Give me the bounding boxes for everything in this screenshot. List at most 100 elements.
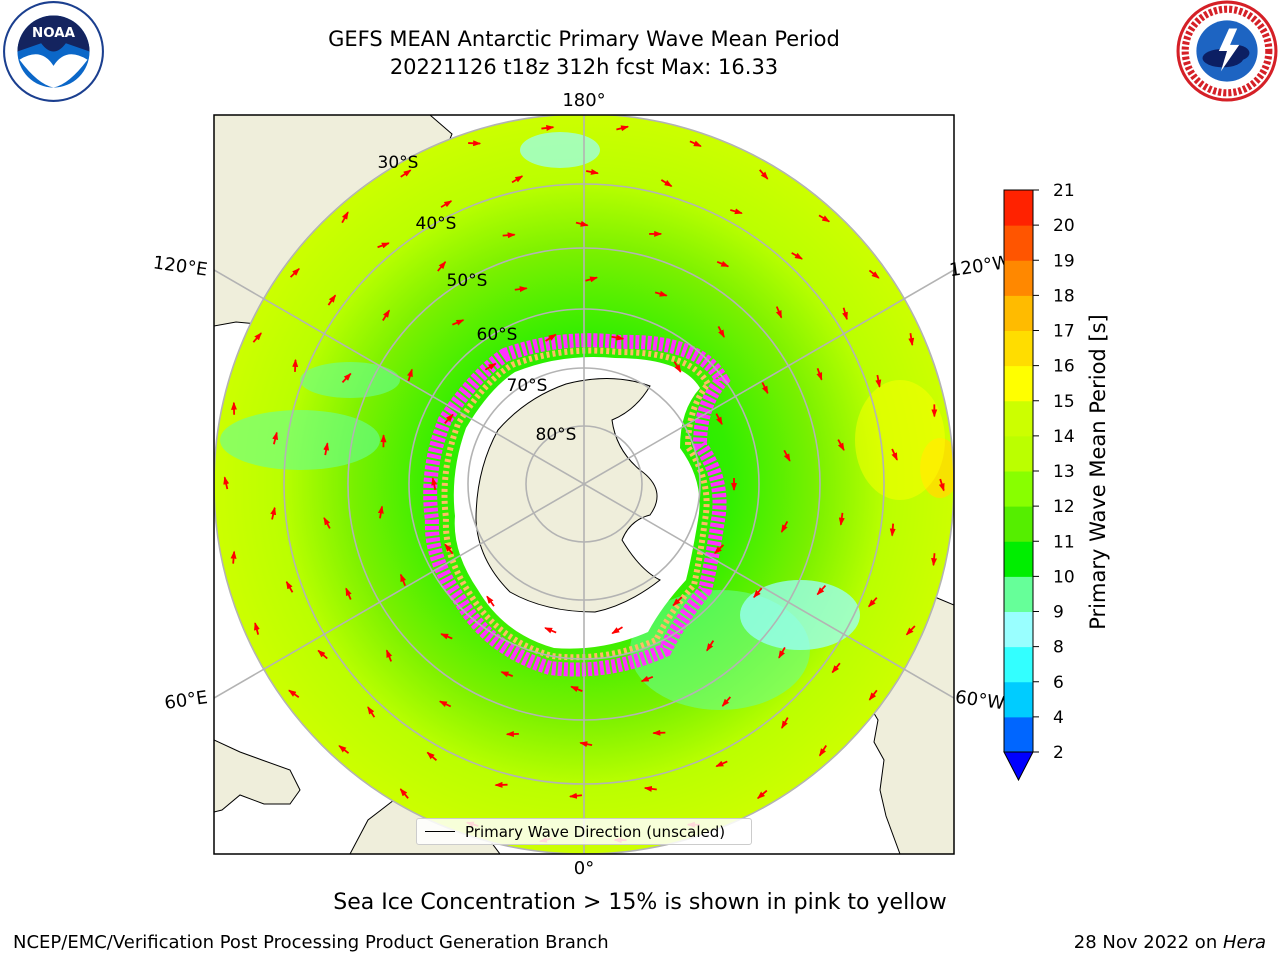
- footer-date: 28 Nov 2022 on Hera: [1074, 932, 1266, 953]
- wave-direction-arrow: [714, 544, 725, 554]
- wave-direction-arrow: [230, 550, 237, 564]
- wave-direction-arrow: [586, 168, 599, 175]
- wave-direction-arrow: [253, 622, 260, 635]
- wave-direction-arrow: [816, 368, 823, 381]
- wave-direction-arrow: [399, 573, 407, 587]
- colorbar-segment: [1004, 506, 1033, 542]
- wave-direction-arrow: [426, 751, 438, 762]
- colorbar-segment: [1004, 435, 1033, 472]
- longitude-label: 180°: [562, 90, 605, 111]
- sea-ice-fringe: [441, 347, 712, 661]
- wave-direction-arrow: [327, 294, 337, 306]
- wave-direction-arrow: [270, 506, 277, 520]
- wave-direction-arrow: [868, 689, 878, 701]
- wave-direction-arrow: [868, 269, 880, 279]
- wave-direction-arrow: [407, 368, 413, 382]
- wave-direction-arrow: [399, 788, 409, 799]
- wave-direction-arrow: [317, 649, 328, 660]
- wave-direction-arrow: [759, 169, 769, 180]
- wave-direction-arrow: [716, 260, 730, 268]
- wave-direction-arrow: [791, 252, 803, 260]
- graticule: [214, 115, 954, 854]
- wave-direction-arrow: [323, 442, 330, 456]
- wave-direction-arrow: [891, 448, 898, 461]
- wave-direction-arrow: [780, 521, 789, 533]
- wave-direction-arrow: [541, 125, 555, 131]
- wave-direction-arrow: [715, 413, 723, 426]
- wave-direction-arrow: [654, 290, 668, 297]
- wave-direction-arrow: [905, 625, 916, 636]
- wave-direction-arrow: [514, 286, 528, 293]
- meridian-line: [214, 269, 954, 699]
- longitude-labels: 180° 120°E 120°W 60°E 60°W 0°: [152, 90, 1012, 879]
- wave-direction-arrow: [500, 671, 514, 678]
- colorbar-segment: [1004, 541, 1033, 577]
- wave-direction-arrow: [252, 332, 262, 343]
- longitude-label: 60°W: [954, 687, 1006, 715]
- colorbar-segment: [1004, 716, 1033, 753]
- wave-direction-arrow: [585, 276, 599, 283]
- national-weather-service-logo: [1176, 0, 1278, 102]
- wave-direction-arrows: [223, 125, 945, 844]
- wave-direction-arrow: [816, 584, 827, 596]
- colorbar-tick-label: 2: [1053, 743, 1064, 763]
- chart-title: GEFS MEAN Antarctic Primary Wave Mean Pe…: [328, 27, 840, 51]
- wave-direction-arrow: [660, 179, 673, 188]
- wave-direction-arrow: [341, 372, 352, 383]
- wave-direction-arrow: [908, 333, 915, 347]
- colorbar-segment: [1004, 471, 1033, 507]
- colorbar-tick-label: 11: [1053, 532, 1075, 552]
- wave-direction-arrow: [938, 478, 945, 492]
- wave-direction-arrow: [570, 685, 583, 693]
- sea-ice-edge: [423, 333, 731, 677]
- noaa-logo: NOAA: [3, 1, 104, 102]
- wave-direction-arrow: [382, 309, 391, 321]
- latitude-label: 70°S: [507, 376, 548, 396]
- colorbar-extend-triangle: [1003, 751, 1034, 782]
- colorbar-segment: [1004, 225, 1033, 261]
- wave-direction-arrow: [223, 476, 230, 490]
- wave-direction-arrow: [689, 140, 702, 148]
- colorbar-tick-label: 17: [1053, 322, 1075, 342]
- wave-direction-arrow: [444, 543, 454, 555]
- wave-period-patch: [740, 580, 860, 650]
- wave-period-patch: [220, 410, 380, 470]
- colorbar: 2 4 6 8 9 10 11 12 13 14 15 16 17 18 19 20 21: [1003, 181, 1075, 782]
- wave-direction-arrow: [544, 627, 557, 634]
- wave-direction-arrow: [831, 662, 841, 674]
- colorbar-tick-label: 15: [1053, 392, 1075, 412]
- wave-direction-arrow: [640, 675, 654, 683]
- wave-direction-arrow: [440, 200, 453, 208]
- wave-direction-arrow: [323, 517, 331, 529]
- colorbar-segment: [1004, 190, 1033, 226]
- colorbar-segment: [1004, 400, 1033, 437]
- wave-direction-arrow: [338, 745, 350, 754]
- wave-direction-arrow: [643, 785, 657, 792]
- legend-label: Primary Wave Direction (unscaled): [465, 822, 726, 841]
- colorbar-tick-label: 19: [1053, 251, 1075, 271]
- longitude-label: 60°E: [163, 687, 209, 714]
- wave-direction-arrow: [289, 267, 300, 278]
- wave-direction-arrow: [575, 220, 589, 227]
- wave-direction-arrow: [288, 689, 300, 698]
- chart-subtitle: 20221126 t18z 312h fcst Max: 16.33: [389, 55, 779, 79]
- wave-direction-arrow: [486, 595, 495, 607]
- wave-direction-arrow: [775, 306, 783, 319]
- wave-period-patch: [855, 380, 945, 500]
- colorbar-tick-label: 16: [1053, 357, 1075, 377]
- wave-direction-arrow: [431, 477, 438, 491]
- wave-direction-arrow: [611, 334, 625, 341]
- latitude-label: 40°S: [416, 214, 457, 234]
- latitude-labels: 30°S 40°S 50°S 60°S 70°S 80°S: [378, 153, 577, 445]
- wave-direction-arrow: [673, 361, 682, 373]
- legend-line-swatch: [425, 831, 455, 832]
- colorbar-segment: [1004, 260, 1033, 296]
- wave-direction-arrow: [818, 745, 827, 757]
- colorbar-tick-label: 4: [1053, 708, 1064, 728]
- colorbar-tick-label: 8: [1053, 638, 1064, 658]
- wave-direction-arrow: [400, 169, 412, 178]
- colorbar-tick-label: 12: [1053, 497, 1075, 517]
- wave-direction-arrow: [721, 696, 732, 707]
- wave-direction-arrow: [292, 358, 299, 372]
